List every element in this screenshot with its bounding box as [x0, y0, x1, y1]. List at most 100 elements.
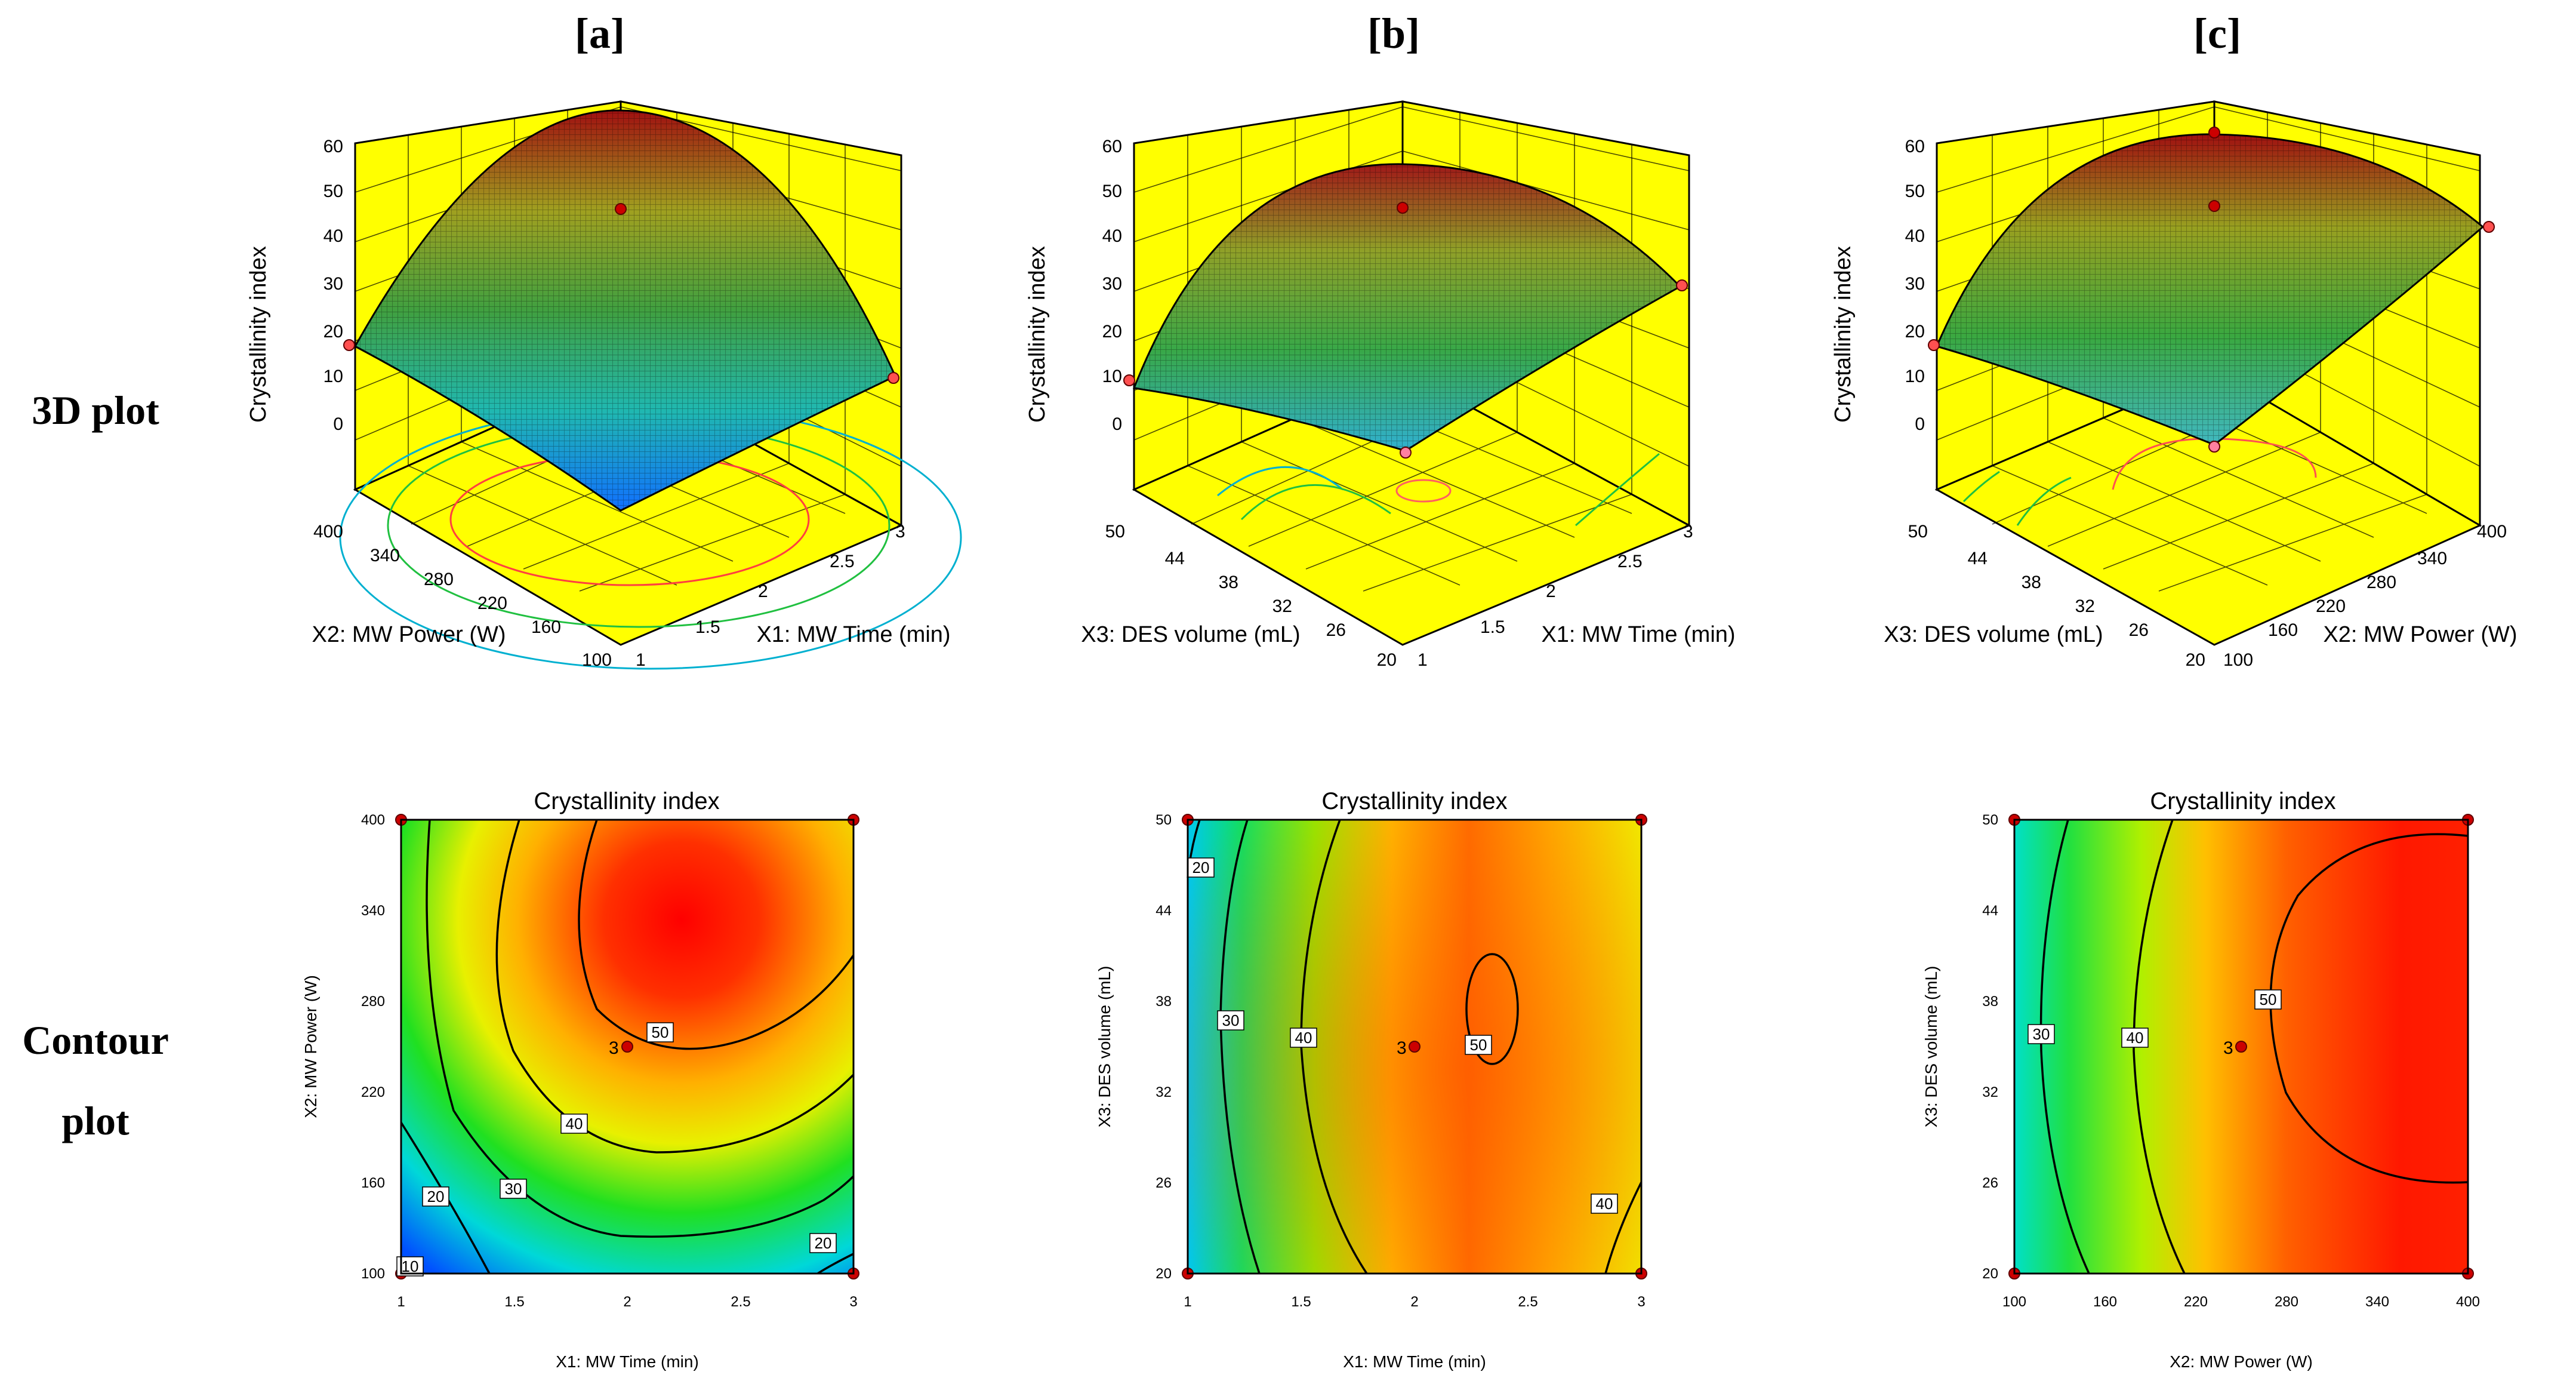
x-tick: 2.5	[1518, 1294, 1537, 1310]
x-axis-label: X2: MW Power (W)	[2323, 622, 2517, 647]
y-tick: 50	[1155, 812, 1172, 828]
z-tick: 10	[1905, 367, 1925, 386]
z-tick: 40	[323, 226, 343, 246]
z-tick: 50	[1102, 182, 1122, 201]
x-tick: 220	[2184, 1294, 2208, 1310]
z-tick: 40	[1905, 226, 1925, 246]
contour-label: 50	[652, 1023, 669, 1041]
x-tick: 1.5	[695, 617, 720, 637]
z-tick: 40	[1102, 226, 1122, 246]
center-point	[621, 1041, 633, 1053]
y-tick: 20	[1155, 1266, 1172, 1282]
panel-label-b: [b]	[1367, 10, 1420, 57]
y-tick: 220	[477, 593, 507, 613]
y-axis-label: X3: DES volume (mL)	[1095, 966, 1114, 1128]
x-axis-label: X1: MW Time (min)	[756, 622, 950, 647]
x-tick: 100	[2223, 650, 2253, 670]
y-tick: 26	[2129, 620, 2149, 640]
z-tick: 50	[323, 182, 343, 201]
design-point	[2208, 127, 2220, 139]
x-tick: 160	[2268, 620, 2298, 640]
y-axis-label: X3: DES volume (mL)	[1884, 622, 2103, 647]
y-tick: 340	[370, 546, 400, 565]
contour-plot-c: Crystallinity index 3 30 40 50 100 160 2…	[1922, 788, 2480, 1371]
z-tick: 60	[1102, 137, 1122, 156]
y-tick: 44	[1982, 903, 1998, 919]
y-tick: 220	[361, 1084, 385, 1100]
x-tick: 400	[2456, 1294, 2480, 1310]
x-tick: 340	[2365, 1294, 2389, 1310]
y-tick: 400	[313, 522, 343, 542]
y-tick: 100	[582, 650, 612, 670]
design-point	[2208, 441, 2220, 453]
z-tick: 20	[1102, 322, 1122, 342]
center-point-label: 3	[1397, 1038, 1407, 1058]
x-tick: 1.5	[1291, 1294, 1311, 1310]
contour-label: 40	[1295, 1029, 1312, 1047]
y-tick: 20	[2186, 650, 2205, 670]
contour-label: 20	[427, 1188, 445, 1205]
x-tick: 160	[2093, 1294, 2117, 1310]
design-point	[1123, 374, 1135, 386]
contour-title: Crystallinity index	[2150, 788, 2335, 814]
contour-labels: 30 40 50	[2027, 989, 2282, 1048]
x-tick: 2	[623, 1294, 631, 1310]
contour-label: 50	[1470, 1036, 1487, 1054]
z-tick: 60	[323, 137, 343, 156]
x-tick: 1.5	[1480, 617, 1505, 637]
z-tick: 30	[1905, 274, 1925, 294]
y-axis-label: X2: MW Power (W)	[301, 975, 320, 1118]
y-tick: 50	[1908, 522, 1928, 542]
x-tick: 1	[397, 1294, 405, 1310]
z-tick: 20	[323, 322, 343, 342]
contour-title: Crystallinity index	[1321, 788, 1507, 814]
x-tick: 2.5	[830, 552, 855, 571]
z-tick: 60	[1905, 137, 1925, 156]
y-tick: 20	[1982, 1266, 1998, 1282]
x-axis-label: X1: MW Time (min)	[1541, 622, 1735, 647]
x-tick: 3	[1637, 1294, 1645, 1310]
x-tick: 1	[1184, 1294, 1191, 1310]
x-tick: 340	[2417, 549, 2447, 568]
z-tick: 30	[1102, 274, 1122, 294]
x-tick: 2.5	[731, 1294, 750, 1310]
design-point	[1397, 202, 1409, 214]
y-tick: 160	[531, 617, 561, 637]
design-point	[2483, 221, 2495, 233]
design-point	[1400, 447, 1412, 459]
y-axis-label: X3: DES volume (mL)	[1922, 966, 1940, 1128]
x-tick: 1.5	[504, 1294, 524, 1310]
contour-label: 30	[2033, 1025, 2050, 1043]
y-tick: 50	[1982, 812, 1998, 828]
x-tick: 3	[849, 1294, 857, 1310]
row-label-contour-2: plot	[61, 1098, 130, 1143]
contour-label: 10	[402, 1257, 419, 1275]
row-label-contour-1: Contour	[22, 1017, 169, 1063]
x-tick: 100	[2002, 1294, 2026, 1310]
x-tick: 2	[1546, 582, 1556, 601]
x-axis-label: X2: MW Power (W)	[2170, 1352, 2313, 1371]
z-tick: 10	[323, 367, 343, 386]
y-tick: 38	[1155, 994, 1172, 1010]
z-tick: 0	[333, 414, 343, 434]
contour-label: 40	[1596, 1195, 1613, 1213]
x-tick: 2	[1410, 1294, 1418, 1310]
surface-plot-b: 0 10 20 30 40 50 60 50 44 38 32 26 20 1 …	[1025, 100, 1736, 670]
y-tick: 400	[361, 812, 385, 828]
y-tick: 280	[361, 994, 385, 1010]
z-tick: 0	[1112, 414, 1122, 434]
center-point-label: 3	[609, 1038, 619, 1058]
design-point	[615, 203, 627, 215]
y-tick: 26	[1326, 620, 1346, 640]
z-tick: 50	[1905, 182, 1925, 201]
z-tick: 30	[323, 274, 343, 294]
z-axis-label: Crystallinity index	[1025, 246, 1050, 423]
contour-label: 30	[505, 1180, 522, 1198]
z-tick: 0	[1915, 414, 1925, 434]
y-tick: 38	[2022, 573, 2041, 592]
contour-label: 20	[1193, 859, 1210, 876]
design-point	[343, 339, 355, 351]
y-tick: 100	[361, 1266, 385, 1282]
y-axis-label: X3: DES volume (mL)	[1081, 622, 1300, 647]
